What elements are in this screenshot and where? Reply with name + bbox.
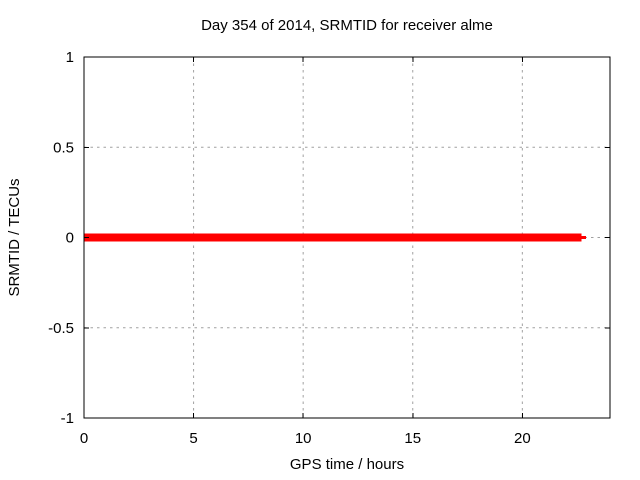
x-tick-label: 20 xyxy=(514,430,531,447)
y-tick-label: -0.5 xyxy=(48,320,74,337)
x-tick-label: 15 xyxy=(404,430,421,447)
y-tick-label: 0.5 xyxy=(53,139,74,156)
y-tick-label: -1 xyxy=(61,410,74,427)
x-tick-label: 5 xyxy=(189,430,197,447)
y-tick-label: 1 xyxy=(66,49,74,66)
x-tick-label: 10 xyxy=(295,430,312,447)
x-axis-label: GPS time / hours xyxy=(290,456,404,473)
y-tick-label: 0 xyxy=(66,230,74,247)
x-tick-label: 0 xyxy=(80,430,88,447)
chart-title: Day 354 of 2014, SRMTID for receiver alm… xyxy=(201,17,493,34)
y-axis-label: SRMTID / TECUs xyxy=(6,178,23,296)
